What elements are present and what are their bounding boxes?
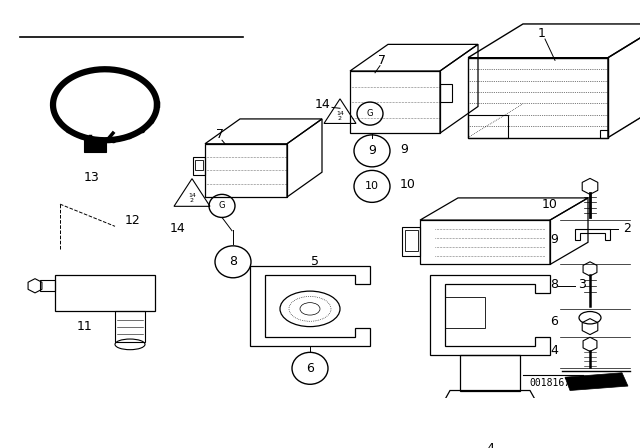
- Polygon shape: [84, 138, 106, 152]
- Text: 12: 12: [125, 214, 141, 227]
- Text: 1: 1: [538, 27, 546, 40]
- Text: 10: 10: [542, 198, 558, 211]
- Text: 14: 14: [170, 223, 186, 236]
- Text: 8: 8: [229, 255, 237, 268]
- Text: 9: 9: [368, 144, 376, 157]
- Text: 13: 13: [84, 171, 100, 184]
- Polygon shape: [59, 74, 151, 135]
- Text: 5: 5: [311, 255, 319, 268]
- Text: 7: 7: [378, 54, 386, 67]
- Text: 6: 6: [306, 362, 314, 375]
- Text: 10: 10: [400, 178, 416, 191]
- Text: 7: 7: [216, 129, 224, 142]
- Text: 14
2: 14 2: [188, 193, 196, 203]
- Text: 6: 6: [550, 315, 558, 328]
- Text: 14: 14: [315, 98, 331, 111]
- Text: 9: 9: [400, 142, 408, 155]
- Text: 11: 11: [77, 320, 93, 333]
- Text: 4: 4: [550, 344, 558, 357]
- Text: 2: 2: [623, 223, 631, 236]
- Text: 3: 3: [578, 277, 586, 290]
- Text: G: G: [219, 202, 225, 211]
- Polygon shape: [565, 373, 628, 391]
- Text: 00181670: 00181670: [529, 379, 577, 388]
- Text: 10: 10: [365, 181, 379, 191]
- Text: G: G: [367, 109, 373, 118]
- Text: 8: 8: [550, 277, 558, 290]
- Text: 9: 9: [550, 233, 558, 246]
- Text: 14
2: 14 2: [336, 111, 344, 121]
- Text: 4: 4: [486, 442, 494, 448]
